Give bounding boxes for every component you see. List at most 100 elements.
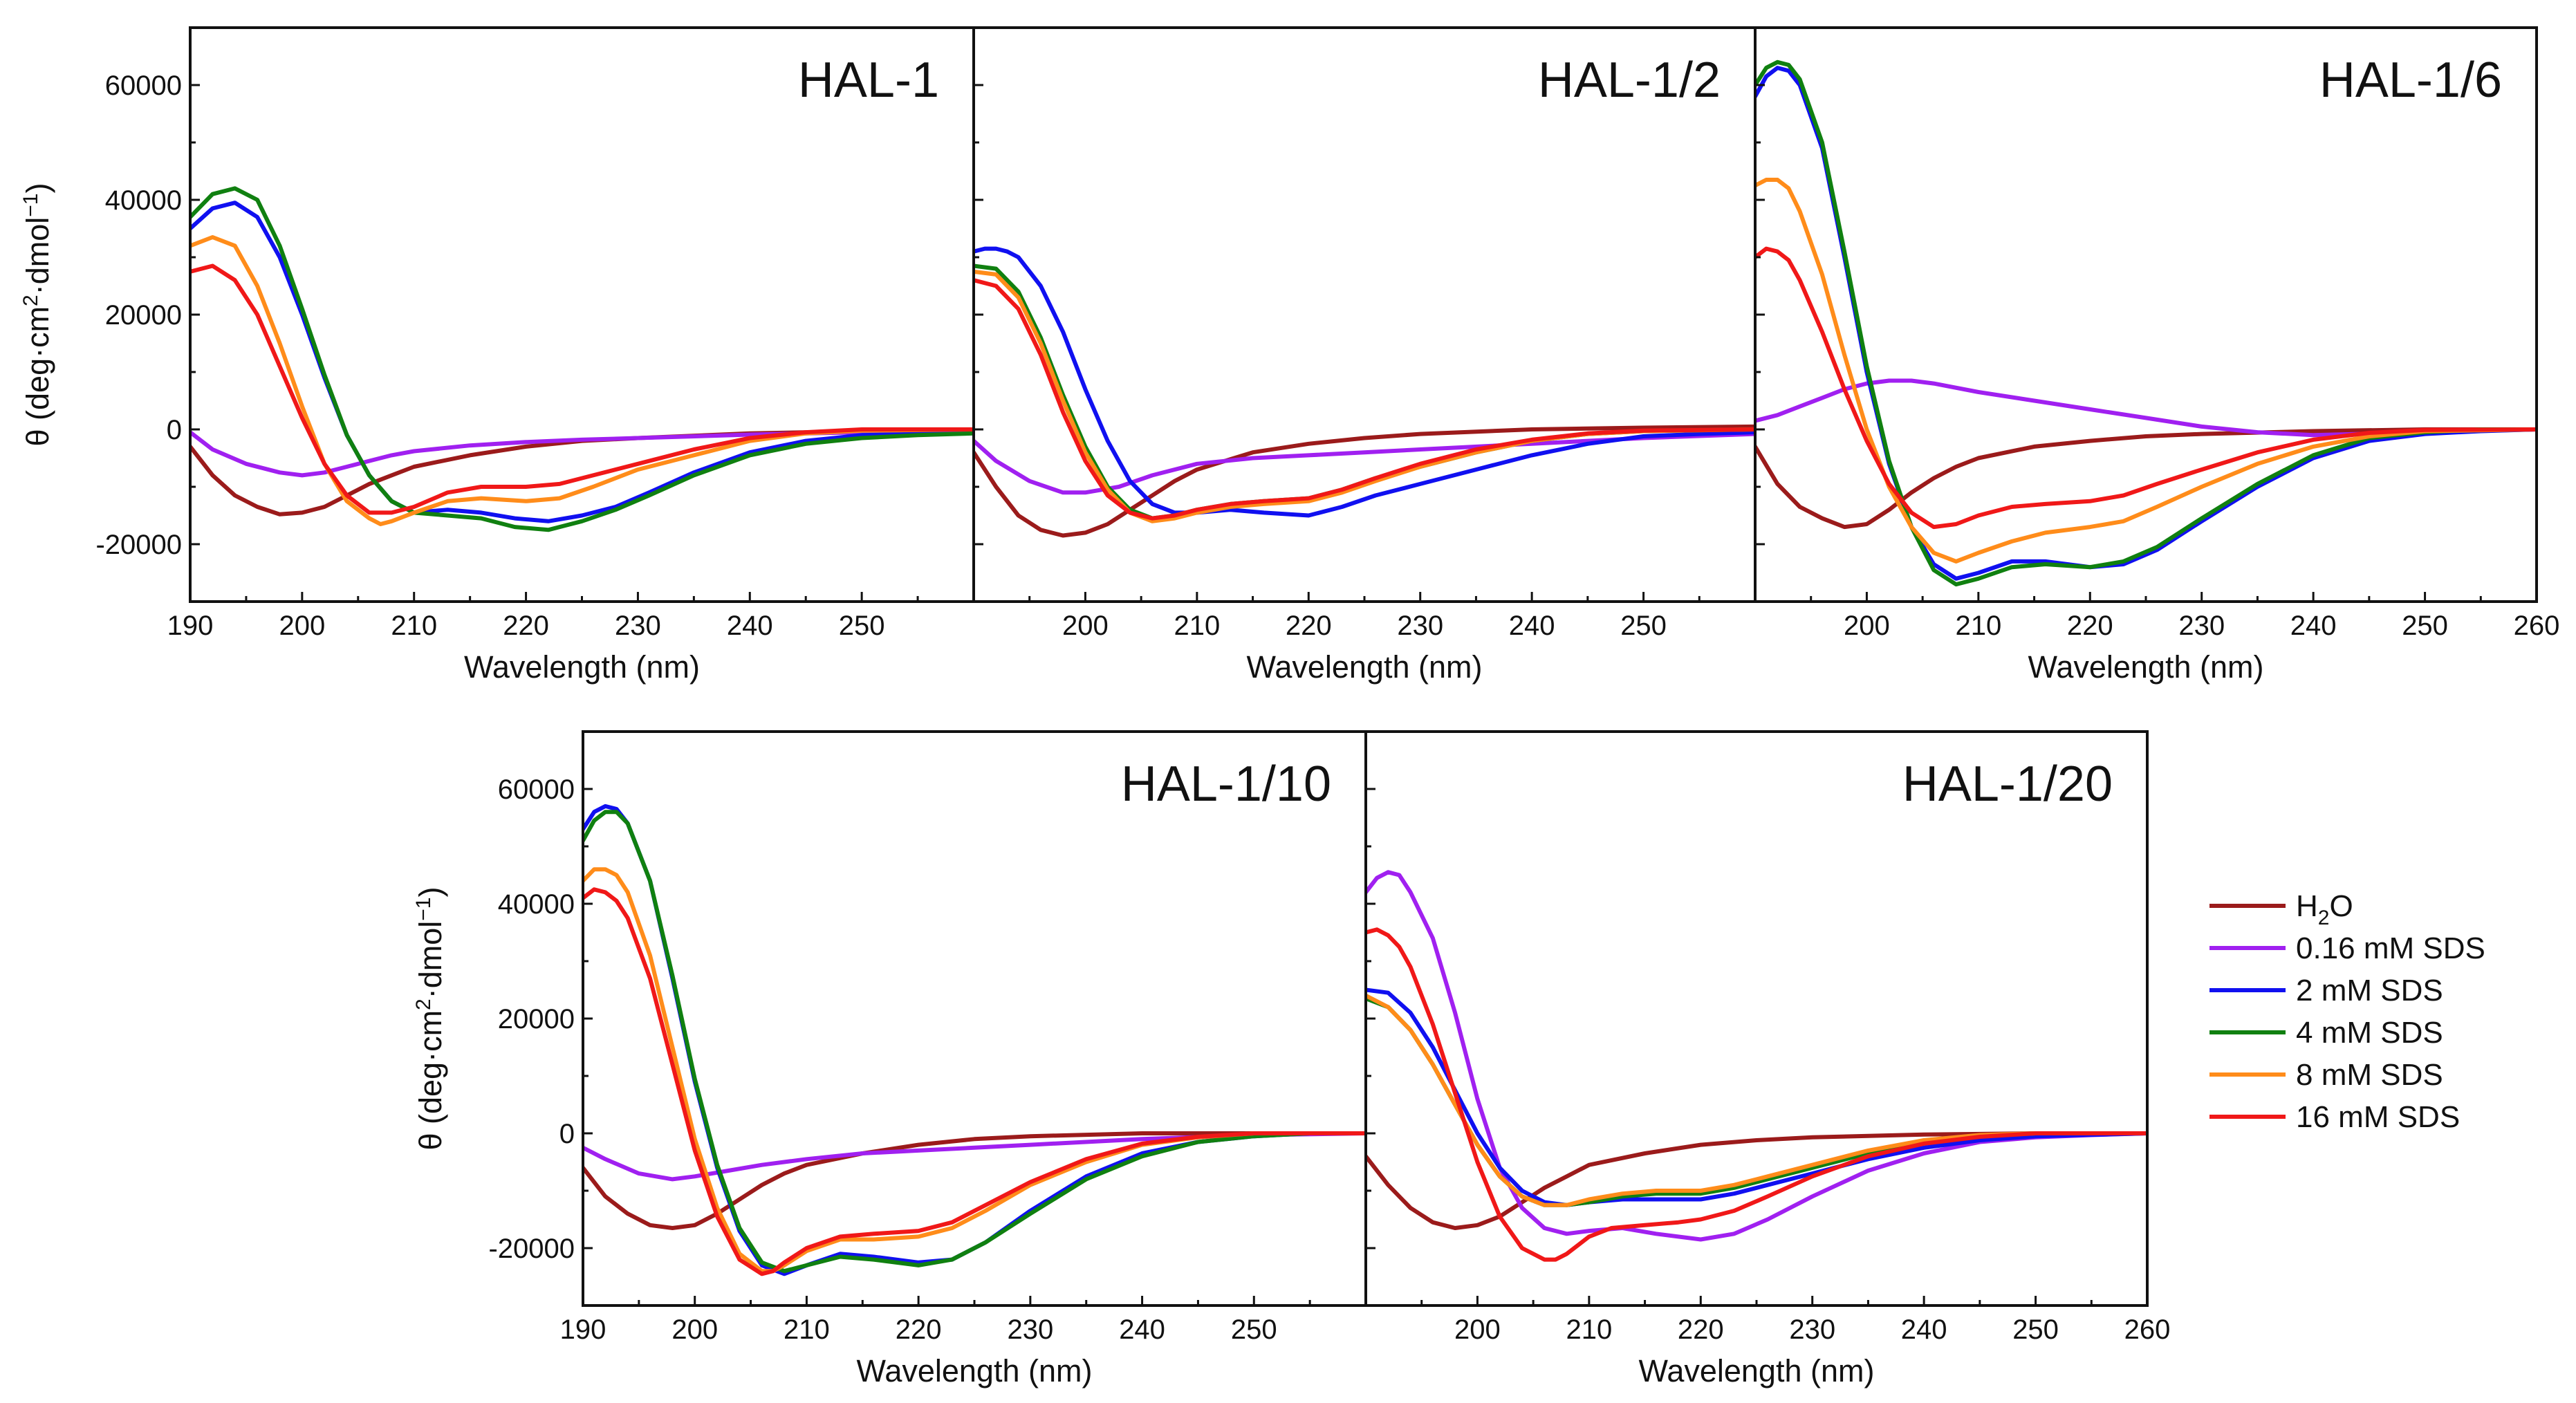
y-tick-label: 0 [167,415,182,445]
legend-label: 2 mM SDS [2296,974,2443,1007]
series-line-0-16-mm-sds [583,1131,1366,1182]
series-line-0-16-mm-sds [190,427,974,478]
x-tick-label: 240 [1901,1314,1947,1345]
x-tick-label: 240 [727,611,773,641]
legend-entry-2-mm-sds: 2 mM SDS [2209,974,2443,1007]
legend-entry-0-16-mm-sds: 0.16 mM SDS [2209,931,2485,965]
x-tick-label: 200 [279,611,325,641]
series-line-16-mm-sds [1366,927,2147,1262]
legend-label: 4 mM SDS [2296,1016,2443,1050]
series-line-16-mm-sds [583,887,1366,1276]
x-tick-label: 220 [1678,1314,1724,1345]
legend-label: 8 mM SDS [2296,1058,2443,1092]
x-axis-title: Wavelength (nm) [2028,649,2264,685]
x-tick-label: 230 [2178,611,2225,641]
x-tick-label: 230 [1397,611,1443,641]
panel-title: HAL-1/2 [1538,53,1721,108]
series-line-2-mm-sds [583,803,1366,1276]
legend-label: 0.16 mM SDS [2296,931,2485,965]
y-tick-label: 60000 [105,71,182,101]
x-axis-title: Wavelength (nm) [1247,649,1483,685]
panel-hal-1-10: 190 200 210 220 230 240 250 -20000 0 20000 40000 60… [412,730,1367,1388]
plot-frame [1364,730,2149,1307]
series-line-8-mm-sds [190,235,974,526]
y-tick-label: 20000 [105,300,182,331]
series-line-4-mm-sds [583,810,1366,1274]
series-line-16-mm-sds [1755,246,2537,530]
x-tick-label: 220 [896,1314,942,1345]
x-tick-label: 230 [1007,1314,1053,1345]
series-line-4-mm-sds [1755,59,2537,587]
y-axis-title: θ (deg·cm2·dmol−1) [19,183,55,446]
y-tick-label: 40000 [105,185,182,216]
x-tick-label: 200 [1844,611,1890,641]
panel-hal-1: 190 200 210 220 230 240 250 -20000 0 20000 40000 60… [19,26,975,685]
series-group [190,186,974,532]
x-tick-label: 250 [2402,611,2448,641]
series-line-0-16-mm-sds [1366,870,2147,1242]
series-group [583,803,1366,1276]
x-tick-label: 190 [560,1314,606,1345]
x-tick-label: 240 [1119,1314,1165,1345]
series-line-8-mm-sds [1755,178,2537,564]
legend-entry-8-mm-sds: 8 mM SDS [2209,1058,2443,1092]
x-axis-title: Wavelength (nm) [857,1353,1093,1388]
x-tick-label: 250 [1620,611,1667,641]
panel-title: HAL-1/6 [2319,53,2502,108]
x-tick-label: 210 [1566,1314,1612,1345]
panel-title: HAL-1 [798,53,939,108]
panel-hal-1-20: 200 210 220 230 240 250 260 HAL-1/20 Wavelength … [1364,730,2171,1388]
x-tick-label: 210 [1174,611,1220,641]
y-tick-label: 40000 [498,889,575,920]
series-line-h2o [190,427,974,517]
x-tick-label: 210 [1955,611,2001,641]
y-tick-label: 20000 [498,1004,575,1034]
panel-hal-1-6: 200 210 220 230 240 250 260 HAL-1/6 Wavelength (… [1754,26,2560,685]
x-axis-title: Wavelength (nm) [464,649,700,685]
plot-frame [582,730,1367,1307]
series-group [1755,59,2537,587]
series-line-2-mm-sds [1755,66,2537,581]
series-line-16-mm-sds [190,263,974,515]
x-tick-label: 250 [2012,1314,2059,1345]
legend-entry-4-mm-sds: 4 mM SDS [2209,1016,2443,1050]
panels: 190 200 210 220 230 240 250 -20000 0 20000 40000 60… [19,26,2560,1388]
y-tick-label: 60000 [498,774,575,805]
y-tick-label: 0 [559,1119,575,1149]
y-tick-label: -20000 [488,1234,575,1264]
x-tick-label: 200 [1454,1314,1501,1345]
x-tick-label: 210 [391,611,437,641]
legend-label: 16 mM SDS [2296,1100,2460,1134]
series-line-h2o [974,424,1755,538]
x-tick-label: 260 [2124,1314,2171,1345]
x-tick-label: 250 [1231,1314,1277,1345]
x-tick-label: 220 [503,611,549,641]
series-line-h2o [583,1131,1366,1230]
series-line-2-mm-sds [190,201,974,523]
series-line-16-mm-sds [974,278,1755,521]
x-tick-label: 190 [167,611,214,641]
x-tick-label: 210 [784,1314,830,1345]
series-line-8-mm-sds [583,867,1366,1274]
x-tick-label: 200 [1062,611,1109,641]
x-tick-label: 240 [2290,611,2337,641]
x-tick-label: 230 [1789,1314,1835,1345]
plot-frame [1754,26,2538,603]
legend-label: H2O [2296,889,2353,929]
y-axis-title: θ (deg·cm2·dmol−1) [412,886,448,1150]
panel-title: HAL-1/10 [1121,756,1331,812]
x-tick-label: 220 [2067,611,2113,641]
x-tick-label: 220 [1286,611,1332,641]
x-axis-title: Wavelength (nm) [1639,1353,1875,1388]
legend-entry-h2o: H2O [2209,889,2353,929]
legend-entry-16-mm-sds: 16 mM SDS [2209,1100,2460,1134]
series-line-2-mm-sds [974,246,1755,518]
series-line-4-mm-sds [190,186,974,532]
x-tick-label: 260 [2514,611,2560,641]
series-line-h2o [1366,1131,2147,1230]
plot-frame [972,26,1757,603]
x-tick-label: 240 [1509,611,1555,641]
x-tick-label: 230 [615,611,661,641]
